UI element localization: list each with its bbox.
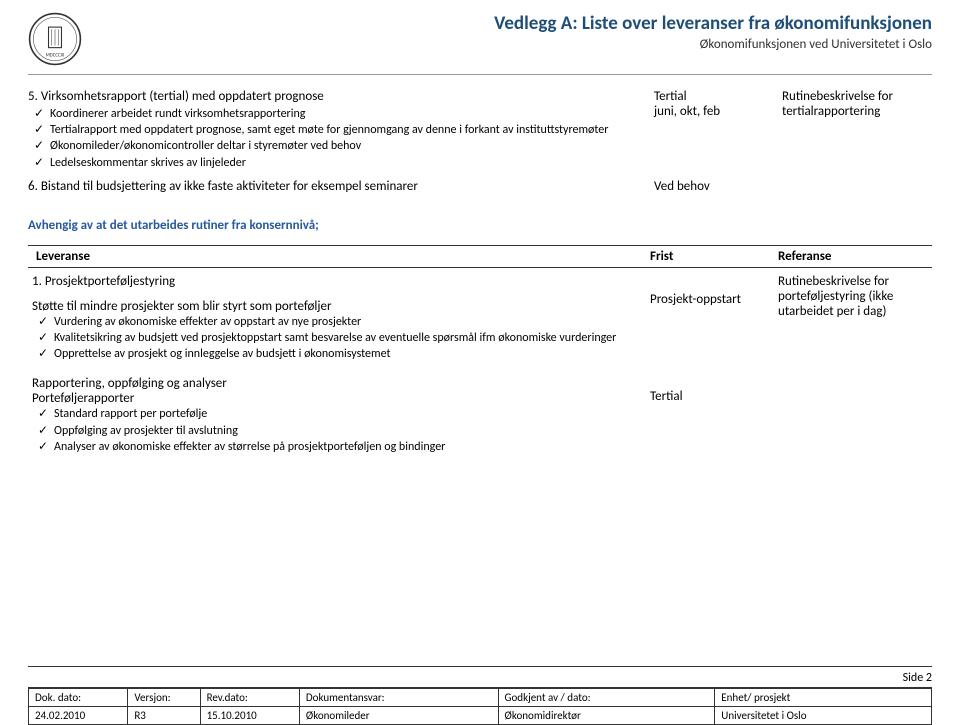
list-item: Ledelseskommentar skrives av linjeleder bbox=[50, 155, 636, 171]
proj-frist1: Prosjekt-oppstart bbox=[650, 292, 760, 307]
item-5-reference: Rutinebeskrivelse for tertialrapporterin… bbox=[782, 89, 932, 171]
footer-godkjent-value: Økonomidirektør bbox=[498, 707, 715, 725]
proj-sub2-sub: Porteføljerapporter bbox=[32, 391, 632, 406]
footer-versjon-label: Versjon: bbox=[128, 688, 200, 707]
proj-ref1: Rutinebeskrivelse for porteføljestyring … bbox=[778, 274, 928, 319]
list-item: Vurdering av økonomiske effekter av opps… bbox=[54, 314, 632, 330]
page-footer: Side 2 Dok. dato: Versjon: Rev.dato: Dok… bbox=[28, 666, 932, 725]
list-item: Kvalitetsikring av budsjett ved prosjekt… bbox=[54, 330, 632, 346]
col-referanse: Referanse bbox=[778, 249, 928, 264]
page-number: Side 2 bbox=[28, 671, 932, 685]
footer-revdato-value: 15.10.2010 bbox=[200, 707, 299, 725]
proj-title: Prosjektporteføljestyring bbox=[45, 274, 175, 289]
item-5-number: 5. bbox=[28, 89, 38, 104]
project-row: 1. Prosjektporteføljestyring Støtte til … bbox=[28, 274, 932, 455]
list-item: Standard rapport per portefølje bbox=[54, 406, 632, 422]
proj-sub2-title: Rapportering, oppfølging og analyser bbox=[32, 376, 632, 391]
list-item: Tertialrapport med oppdatert prognose, s… bbox=[50, 122, 636, 138]
section-note: Avhengig av at det utarbeides rutiner fr… bbox=[28, 218, 932, 233]
col-frist: Frist bbox=[650, 249, 760, 264]
proj-sub1-bullets: Vurdering av økonomiske effekter av opps… bbox=[32, 314, 632, 363]
item-6-frist: Ved behov bbox=[654, 179, 764, 196]
proj-number: 1. bbox=[32, 274, 42, 289]
list-item: Analyser av økonomiske effekter av størr… bbox=[54, 439, 632, 455]
list-item: Økonomileder/økonomicontroller deltar i … bbox=[50, 138, 636, 154]
item-6: 6. Bistand til budsjettering av ikke fas… bbox=[28, 179, 932, 196]
list-item: Oppfølging av prosjekter til avslutning bbox=[54, 423, 632, 439]
footer-dokansvar-value: Økonomileder bbox=[299, 707, 498, 725]
col-leveranse: Leveranse bbox=[32, 249, 632, 264]
item-5-bullets: Koordinerer arbeidet rundt virksomhetsra… bbox=[28, 106, 636, 171]
footer-enhet-value: Universitetet i Oslo bbox=[715, 707, 932, 725]
header-title: Vedlegg A: Liste over leveranser fra øko… bbox=[94, 12, 932, 35]
footer-revdato-label: Rev.dato: bbox=[200, 688, 299, 707]
footer-godkjent-label: Godkjent av / dato: bbox=[498, 688, 715, 707]
list-item: Koordinerer arbeidet rundt virksomhetsra… bbox=[50, 106, 636, 122]
item-6-number: 6. bbox=[28, 179, 38, 194]
header-subtitle: Økonomifunksjonen ved Universitetet i Os… bbox=[94, 37, 932, 52]
footer-versjon-value: R3 bbox=[128, 707, 200, 725]
item-5: 5. Virksomhetsrapport (tertial) med oppd… bbox=[28, 89, 932, 171]
footer-dokdato-value: 24.02.2010 bbox=[29, 707, 128, 725]
proj-sub1-title: Støtte til mindre prosjekter som blir st… bbox=[32, 299, 632, 314]
list-item: Opprettelse av prosjekt og innleggelse a… bbox=[54, 346, 632, 362]
uio-seal-icon: MDCCCXI bbox=[28, 12, 82, 66]
page-header: MDCCCXI Vedlegg A: Liste over leveranser… bbox=[28, 12, 932, 75]
leveranse-table-header: Leveranse Frist Referanse bbox=[28, 245, 932, 268]
proj-frist2: Tertial bbox=[650, 389, 760, 404]
footer-dokdato-label: Dok. dato: bbox=[29, 688, 128, 707]
item-5-frist-detail: juni, okt, feb bbox=[654, 104, 764, 119]
footer-dokansvar-label: Dokumentansvar: bbox=[299, 688, 498, 707]
item-6-title: Bistand til budsjettering av ikke faste … bbox=[41, 179, 418, 194]
svg-text:MDCCCXI: MDCCCXI bbox=[46, 52, 65, 58]
footer-table: Dok. dato: Versjon: Rev.dato: Dokumentan… bbox=[28, 687, 932, 725]
proj-sub2-bullets: Standard rapport per portefølje Oppfølgi… bbox=[32, 406, 632, 455]
item-5-title: Virksomhetsrapport (tertial) med oppdate… bbox=[41, 89, 324, 104]
item-5-frist-label: Tertial bbox=[654, 89, 764, 104]
footer-enhet-label: Enhet/ prosjekt bbox=[715, 688, 932, 707]
